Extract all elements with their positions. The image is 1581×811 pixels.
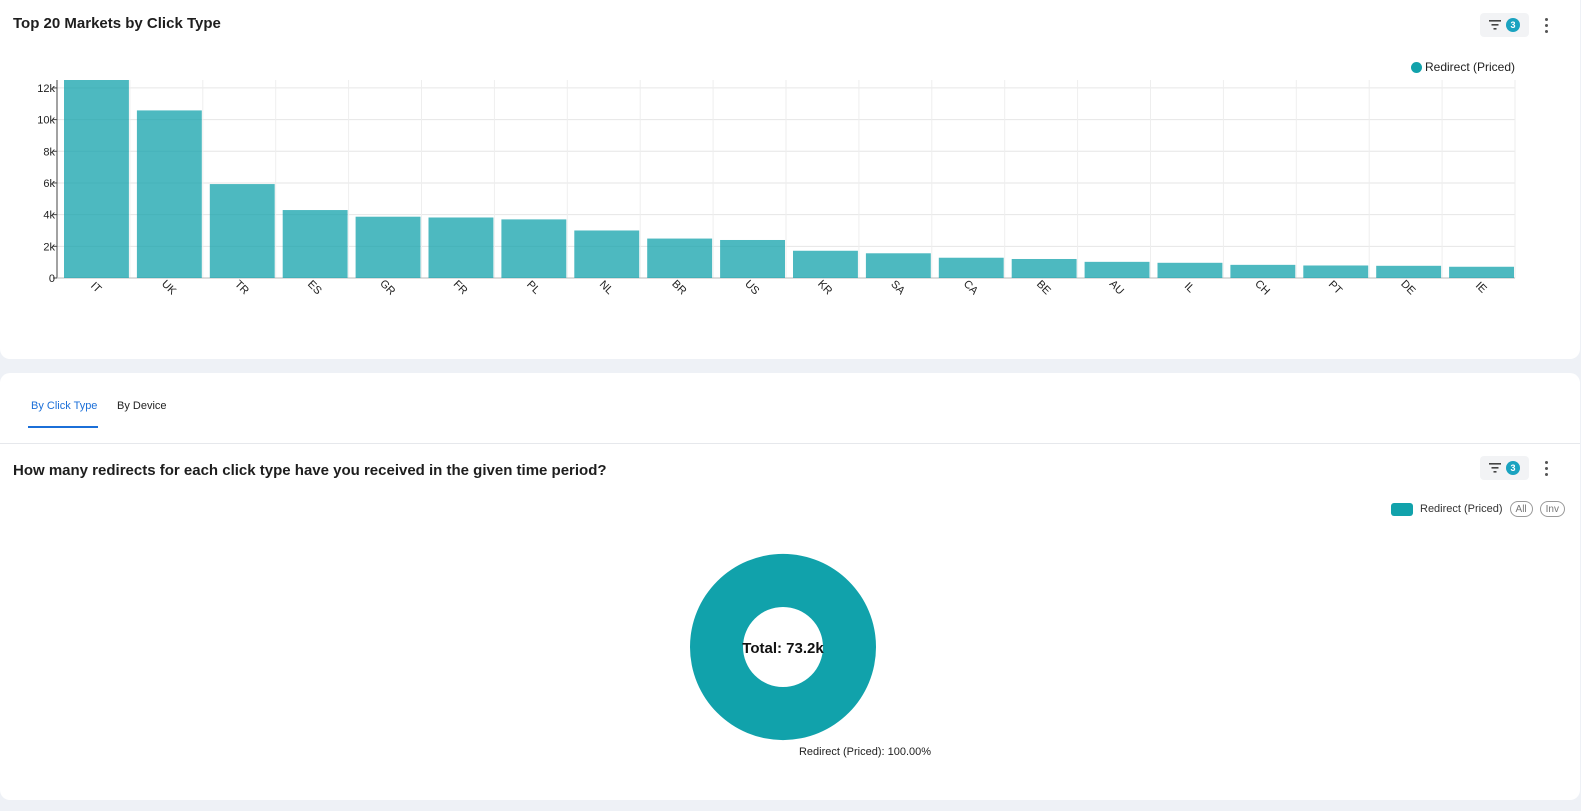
x-tick-label: GR (377, 278, 397, 298)
click-type-card: By Click Type By Device How many redirec… (0, 373, 1580, 800)
legend-label: Redirect (Priced) (1420, 503, 1503, 515)
filter-icon (1489, 463, 1501, 473)
y-tick-label: 8k (43, 146, 55, 158)
x-tick-label: UK (159, 278, 179, 298)
active-tab-indicator (28, 426, 98, 428)
x-tick-label: FR (451, 278, 470, 297)
x-tick-label: TR (232, 278, 251, 297)
more-options-icon[interactable] (1539, 15, 1553, 35)
filter-icon (1489, 20, 1501, 30)
x-tick-label: BE (1034, 278, 1053, 297)
bar-tr[interactable] (209, 184, 275, 278)
filter-count-badge: 3 (1506, 461, 1520, 475)
x-tick-label: IT (88, 280, 104, 296)
tab-bar: By Click Type By Device (0, 373, 1580, 444)
donut-center-total: Total: 73.2k (742, 640, 824, 657)
donut-slice-redirect-priced[interactable] (690, 553, 877, 741)
bar-au[interactable] (1084, 261, 1150, 278)
legend-swatch (1411, 61, 1422, 73)
bar-be[interactable] (1011, 258, 1077, 278)
top-markets-card: Top 20 Markets by Click Type 3 Redirect … (0, 0, 1580, 359)
filter-button[interactable]: 3 (1480, 13, 1529, 37)
bar-de[interactable] (1376, 265, 1442, 278)
bar-ch[interactable] (1230, 264, 1296, 278)
donut-chart: Total: 73.2k Redirect (Priced): 100.00% (690, 553, 931, 758)
bar-br[interactable] (647, 238, 713, 278)
bar-ca[interactable] (938, 257, 1004, 278)
legend-swatch[interactable] (1391, 502, 1413, 516)
filter-count-badge: 3 (1506, 18, 1520, 32)
bar-fr[interactable] (428, 217, 494, 278)
bar-it[interactable] (64, 80, 129, 278)
x-tick-label: BR (669, 278, 688, 297)
x-tick-label: NL (597, 278, 615, 296)
donut-slice-label: Redirect (Priced): 100.00% (799, 746, 931, 758)
x-tick-label: ES (305, 278, 324, 297)
donut-legend: Redirect (Priced) All Inv (1391, 501, 1565, 517)
filter-button[interactable]: 3 (1480, 456, 1529, 480)
x-tick-label: DE (1398, 278, 1417, 297)
x-tick-label: PL (524, 279, 542, 297)
bar-kr[interactable] (793, 250, 858, 278)
x-tick-label: CH (1252, 278, 1272, 298)
bar-pt[interactable] (1303, 265, 1369, 278)
legend-invert-button[interactable]: Inv (1539, 501, 1565, 517)
legend-all-button[interactable]: All (1509, 501, 1533, 517)
x-tick-label: US (742, 278, 761, 297)
y-tick-label: 2k (43, 241, 55, 253)
x-tick-label: PT (1326, 278, 1345, 297)
y-tick-label: 10k (37, 115, 55, 127)
bar-sa[interactable] (865, 253, 931, 278)
chart-legend[interactable]: Redirect (Priced) (1411, 60, 1515, 74)
redirects-question-title: How many redirects for each click type h… (13, 462, 607, 479)
more-options-icon[interactable] (1539, 458, 1553, 478)
bar-il[interactable] (1157, 262, 1223, 278)
y-tick-label: 0 (49, 273, 55, 285)
legend-label: Redirect (Priced) (1425, 60, 1516, 74)
x-tick-label: SA (888, 278, 907, 297)
bar-us[interactable] (720, 239, 785, 278)
x-tick-label: KR (815, 278, 834, 297)
y-tick-label: 6k (43, 178, 55, 190)
bar-pl[interactable] (501, 219, 567, 278)
y-tick-label: 12k (37, 83, 55, 95)
bar-es[interactable] (282, 210, 348, 278)
tab-by-device[interactable]: By Device (117, 400, 167, 412)
bar-chart: 0 2k 4k 6k 8k 10k 12k IT UK TR ES GR FR PL NL BR US KR SA C… (37, 80, 1516, 298)
x-tick-label: IL (1182, 280, 1197, 295)
tab-by-click-type[interactable]: By Click Type (31, 400, 98, 412)
bar-nl[interactable] (574, 230, 640, 278)
bar-uk[interactable] (136, 110, 202, 278)
bar-ie[interactable] (1449, 266, 1514, 278)
y-tick-label: 4k (43, 210, 55, 222)
x-tick-label: IE (1473, 280, 1489, 296)
bar-gr[interactable] (355, 216, 421, 278)
x-tick-label: AU (1107, 278, 1126, 297)
top-markets-title: Top 20 Markets by Click Type (13, 15, 221, 32)
x-tick-label: CA (961, 278, 981, 298)
